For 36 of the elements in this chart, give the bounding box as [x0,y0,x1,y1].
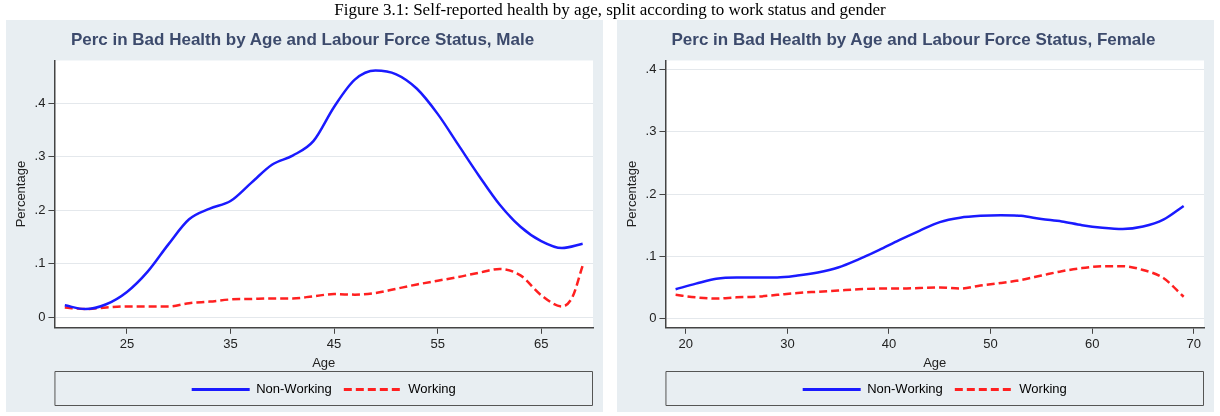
y-tick-label: .2 [34,201,46,217]
chart-title: Perc in Bad Health by Age and Labour Force Status, Male [70,29,535,49]
x-tick-label: 55 [430,336,445,352]
y-tick-label: .3 [34,148,46,164]
x-tick-label: 25 [119,336,135,352]
x-axis-title: Age [312,354,336,370]
legend-label: Non-Working [256,381,332,397]
y-tick-label: .4 [34,94,46,110]
legend-label: Non-Working [867,381,943,397]
legend-label: Working [408,381,456,397]
x-tick-label: 50 [983,336,998,352]
y-tick-label: .1 [645,247,657,263]
caption: Figure 3.1: Self-reported health by age, split according to work status and gender [333,0,887,20]
y-tick-label: 0 [38,308,46,324]
chart-title: Perc in Bad Health by Age and Labour Force Status, Female [671,29,1156,49]
x-tick-label: 30 [780,336,795,352]
x-tick-label: 60 [1084,336,1100,352]
line-series [63,69,584,311]
x-tick-label: 40 [881,336,897,352]
line-series [674,204,1185,291]
line-series [674,264,1185,300]
y-tick-label: .1 [34,255,46,271]
y-axis-title: Percentage [13,160,29,228]
legend-label: Working [1019,381,1067,397]
y-tick-label: .3 [645,123,657,139]
y-tick-label: .4 [645,61,657,77]
x-tick-label: 35 [223,336,238,352]
x-tick-label: 70 [1186,336,1202,352]
y-axis-title: Percentage [624,160,640,228]
x-tick-label: 20 [678,336,693,352]
y-tick-label: .2 [645,185,657,201]
y-tick-label: 0 [649,310,657,326]
x-tick-label: 65 [533,336,549,352]
x-axis-title: Age [923,354,947,370]
x-tick-label: 45 [326,336,342,352]
line-series [63,264,584,311]
